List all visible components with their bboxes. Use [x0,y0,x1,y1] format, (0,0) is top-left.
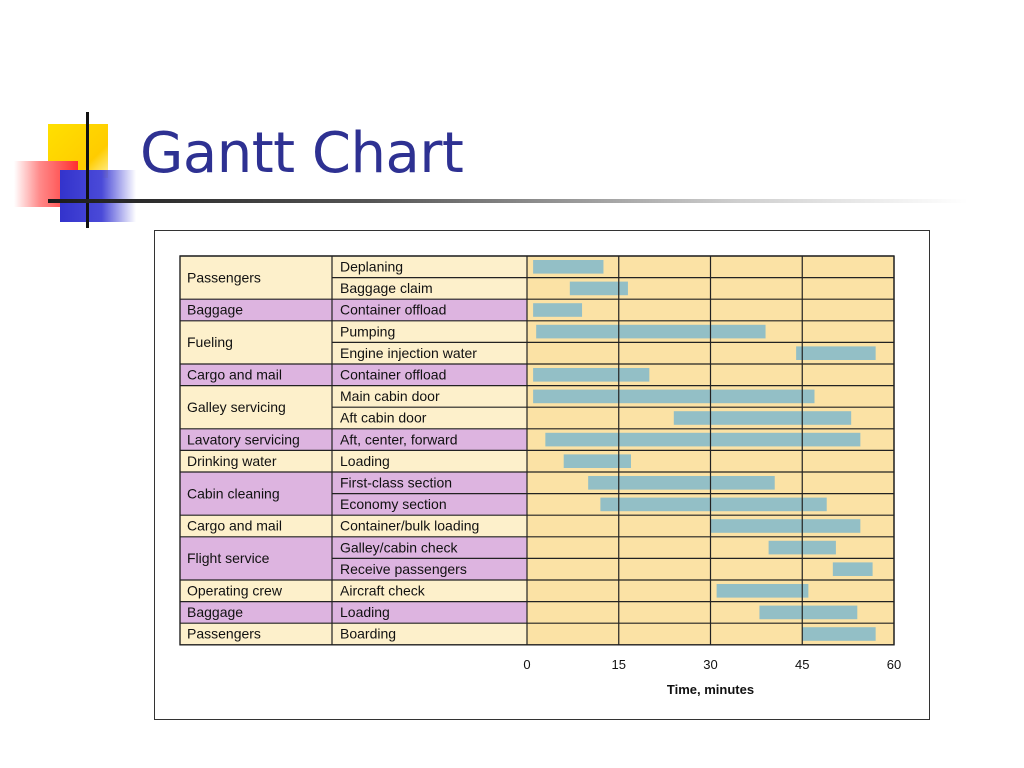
gantt-bar [588,476,775,490]
task-cell [332,299,527,321]
task-cell [332,428,527,451]
gantt-bar [673,411,852,425]
task-label: Aircraft check [340,583,426,599]
task-label: Economy section [340,496,447,512]
gantt-bar [569,281,628,296]
task-label: Container offload [340,367,446,383]
group-label: Baggage [187,302,243,318]
task-label: Container offload [340,302,446,318]
task-label: Deplaning [340,259,403,275]
x-tick-label: 60 [887,657,901,672]
gantt-bar [536,324,766,339]
table-border [179,255,895,646]
group-cell [180,320,332,364]
task-cell [332,364,527,386]
task-label: Aft, center, forward [340,431,458,447]
group-cell [180,428,332,451]
group-label: Galley servicing [187,399,286,415]
task-label: Aft cabin door [340,410,427,426]
gantt-bar [533,389,815,404]
gantt-bar [563,454,631,468]
group-cell [180,623,332,645]
group-label: Operating crew [187,583,283,599]
group-label: Flight service [187,550,270,566]
gantt-bar [802,627,876,641]
group-cell [180,536,332,580]
group-cell [180,450,332,472]
x-axis-label: Time, minutes [667,682,754,697]
task-cell [332,580,527,602]
task-label: Container/bulk loading [340,518,479,534]
group-cell [180,472,332,516]
task-label: Pumping [340,323,395,339]
task-cell [332,515,527,537]
deco-blue-square [60,170,136,222]
gantt-bar [759,605,858,620]
deco-vertical-line [86,112,89,228]
task-cell [332,623,527,645]
x-tick-label: 0 [523,657,530,672]
gantt-bar [600,497,827,512]
task-label: Receive passengers [340,561,467,577]
group-label: Cargo and mail [187,518,282,534]
task-label: Loading [340,453,390,469]
group-cell [180,364,332,386]
task-label: Main cabin door [340,388,440,404]
x-tick-label: 45 [795,657,809,672]
gantt-chart: Passengers Deplaning Baggage claim Baggage C… [179,255,901,697]
x-tick-label: 30 [703,657,717,672]
group-label: Cargo and mail [187,367,282,383]
gantt-bar [545,432,861,447]
task-label: Boarding [340,626,396,642]
group-label: Fueling [187,334,233,350]
gantt-bar [832,562,873,576]
task-label: Engine injection water [340,345,477,361]
group-cell [180,256,332,300]
group-cell [180,385,332,429]
gantt-bar [710,519,861,533]
group-label: Passengers [187,269,261,285]
group-label: Baggage [187,604,243,620]
group-label: Cabin cleaning [187,485,280,501]
gantt-bar [796,346,876,360]
task-label: Baggage claim [340,280,433,296]
gantt-bar [716,584,809,598]
slide-title: Gantt Chart [140,121,464,186]
gantt-bar [533,368,650,382]
group-cell [180,580,332,602]
group-label: Passengers [187,626,261,642]
task-label: First-class section [340,475,452,491]
group-cell [180,601,332,624]
group-label: Drinking water [187,453,277,469]
group-cell [180,515,332,537]
gantt-chart-frame: Passengers Deplaning Baggage claim Baggage C… [154,230,930,720]
task-cell [332,601,527,624]
group-cell [180,299,332,321]
group-label: Lavatory servicing [187,431,300,447]
gantt-bar [533,303,583,317]
task-label: Galley/cabin check [340,539,459,555]
x-tick-label: 15 [612,657,626,672]
task-cell [332,450,527,472]
title-underline [48,199,968,203]
gantt-bar [533,260,604,274]
task-label: Loading [340,604,390,620]
